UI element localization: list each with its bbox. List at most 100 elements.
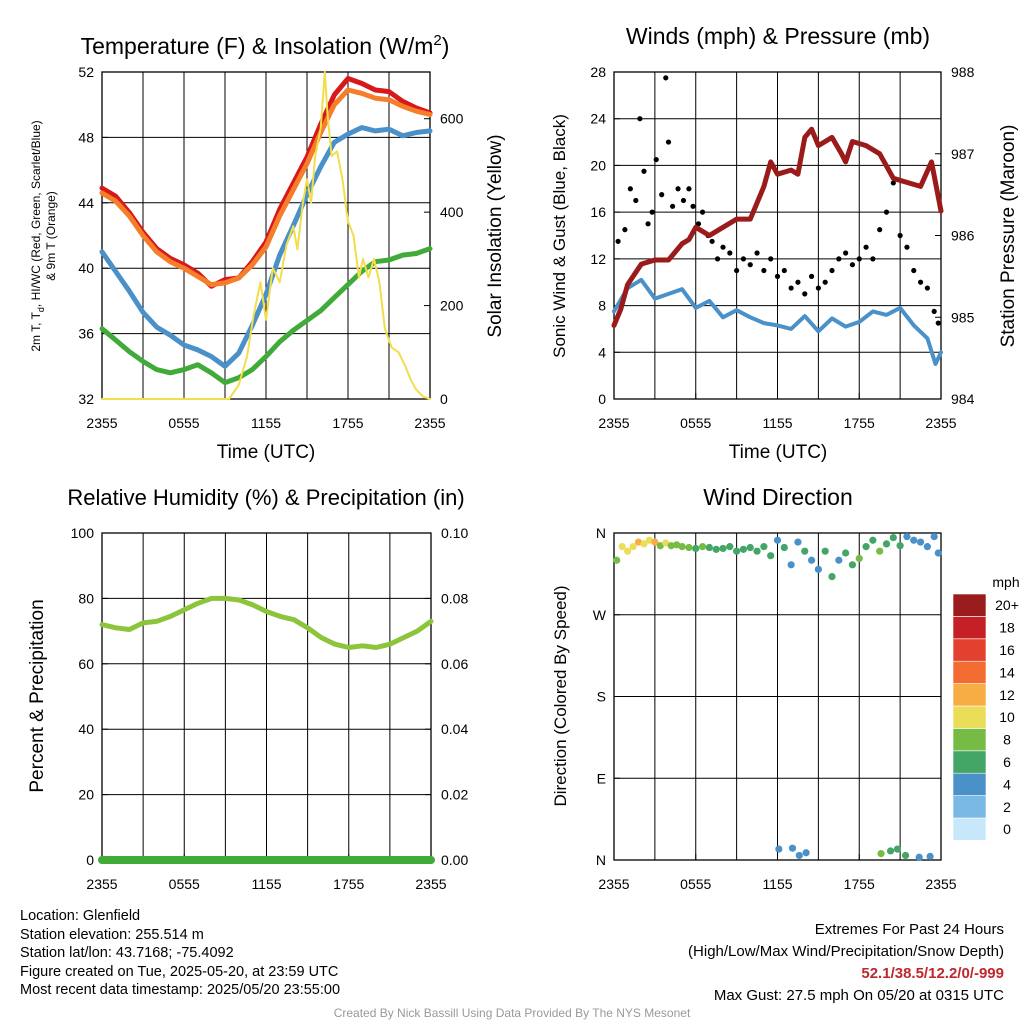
- direction-point: [848, 561, 857, 569]
- direction-point: [746, 543, 754, 552]
- y2-tick-label: 986: [951, 228, 975, 244]
- series-line-pressure: [611, 126, 944, 328]
- x-tick-label: 1155: [762, 876, 792, 892]
- gust-point: [649, 209, 655, 215]
- direction-point: [692, 544, 700, 553]
- gust-point: [709, 238, 715, 244]
- direction-point: [877, 850, 885, 858]
- direction-point: [842, 549, 850, 557]
- direction-point: [930, 533, 938, 541]
- colorbar-swatch: [952, 683, 987, 707]
- direction-point: [835, 556, 843, 564]
- gust-point: [747, 262, 753, 268]
- direction-point: [678, 543, 686, 551]
- y2-tick-label: 400: [440, 204, 464, 220]
- y-tick-label: 40: [78, 260, 94, 276]
- direction-point: [753, 547, 761, 555]
- gust-point: [714, 256, 721, 262]
- y-tick-label: N: [596, 852, 606, 868]
- y-tick-label: 36: [78, 326, 94, 342]
- x-tick-label: 1155: [762, 415, 792, 431]
- gust-point: [849, 262, 856, 268]
- colorbar-label: 18: [999, 620, 1015, 636]
- direction-point: [773, 536, 782, 544]
- gust-point: [822, 279, 828, 285]
- gust-point: [720, 244, 726, 250]
- gust-point: [680, 197, 687, 204]
- x-tick-label: 1755: [844, 415, 875, 431]
- gust-point: [727, 250, 733, 256]
- direction-point: [673, 541, 681, 549]
- direction-point: [719, 544, 727, 553]
- credit-text: Created By Nick Bassill Using Data Provi…: [333, 1006, 691, 1020]
- title-superscript: 2: [433, 32, 441, 49]
- chart-title: Temperature (F) & Insolation (W/m2): [81, 32, 450, 59]
- direction-point: [862, 543, 870, 551]
- direction-point: [775, 845, 783, 853]
- gust-point: [911, 267, 917, 274]
- y-tick-label: 100: [71, 525, 95, 541]
- colorbar-title: mph: [992, 574, 1019, 590]
- direction-point: [814, 565, 822, 573]
- direction-point: [705, 543, 713, 552]
- direction-point: [662, 539, 670, 547]
- colorbar-label: 0: [1003, 821, 1011, 837]
- y-axis-label: Percent & Precipitation: [27, 599, 48, 792]
- colorbar-swatch: [952, 593, 987, 617]
- gust-point: [740, 256, 747, 262]
- direction-point: [926, 852, 934, 860]
- direction-point: [876, 547, 884, 555]
- gust-point: [641, 168, 647, 174]
- y-tick-label: 0: [598, 391, 606, 407]
- y-tick-label: 32: [78, 391, 94, 407]
- x-tick-label: 0555: [680, 876, 711, 892]
- y-axis-label: Sonic Wind & Gust (Blue, Black): [550, 114, 569, 358]
- series-line-t9m: [99, 87, 433, 288]
- gust-point: [904, 244, 910, 250]
- direction-point: [889, 533, 897, 542]
- direction-point: [802, 849, 810, 857]
- colorbar-swatch: [952, 728, 987, 752]
- y2-tick-label: 200: [440, 298, 464, 314]
- max-gust-text: Max Gust: 27.5 mph On 05/20 at 0315 UTC: [713, 987, 1004, 1004]
- gust-point: [897, 232, 903, 239]
- y-tick-label: 60: [78, 656, 94, 672]
- colorbar-swatch: [952, 750, 987, 774]
- y-tick-label: 20: [590, 157, 606, 173]
- direction-point: [788, 844, 797, 852]
- gust-point: [686, 186, 692, 192]
- series-line-rh: [99, 595, 434, 650]
- direction-point: [634, 538, 643, 546]
- x-tick-label: 2355: [925, 876, 956, 892]
- y-axis-label: Direction (Colored By Speed): [551, 585, 570, 806]
- gust-point: [856, 256, 862, 262]
- y-tick-label: 24: [590, 111, 606, 127]
- series-line-solar: [101, 71, 431, 400]
- gust-point: [890, 180, 896, 186]
- x-tick-label: 0555: [680, 415, 711, 431]
- gust-point: [768, 256, 774, 262]
- colorbar-label: 8: [1003, 732, 1011, 748]
- direction-point: [801, 547, 809, 555]
- direction-point: [828, 573, 836, 581]
- y2-tick-label: 984: [951, 391, 975, 407]
- gust-point: [627, 186, 633, 192]
- direction-point: [760, 543, 768, 551]
- direction-point: [903, 533, 911, 541]
- direction-point: [767, 552, 775, 560]
- y-tick-label: 80: [78, 590, 94, 606]
- y-tick-label: 12: [590, 251, 606, 267]
- gust-point: [653, 156, 659, 163]
- gust-point: [808, 273, 815, 279]
- gust-point: [637, 116, 643, 122]
- y2-tick-label: 600: [440, 111, 464, 127]
- y-tick-label: 28: [590, 64, 606, 80]
- x-tick-label: 2355: [598, 415, 629, 431]
- y2-tick-label: 0.06: [441, 656, 468, 672]
- direction-point: [651, 538, 659, 546]
- direction-point: [712, 545, 720, 553]
- gust-point: [633, 197, 639, 204]
- colorbar-label: 20+: [995, 597, 1019, 613]
- extremes-subtitle: (High/Low/Max Wind/Precipitation/Snow De…: [688, 943, 1004, 960]
- direction-point: [869, 536, 877, 544]
